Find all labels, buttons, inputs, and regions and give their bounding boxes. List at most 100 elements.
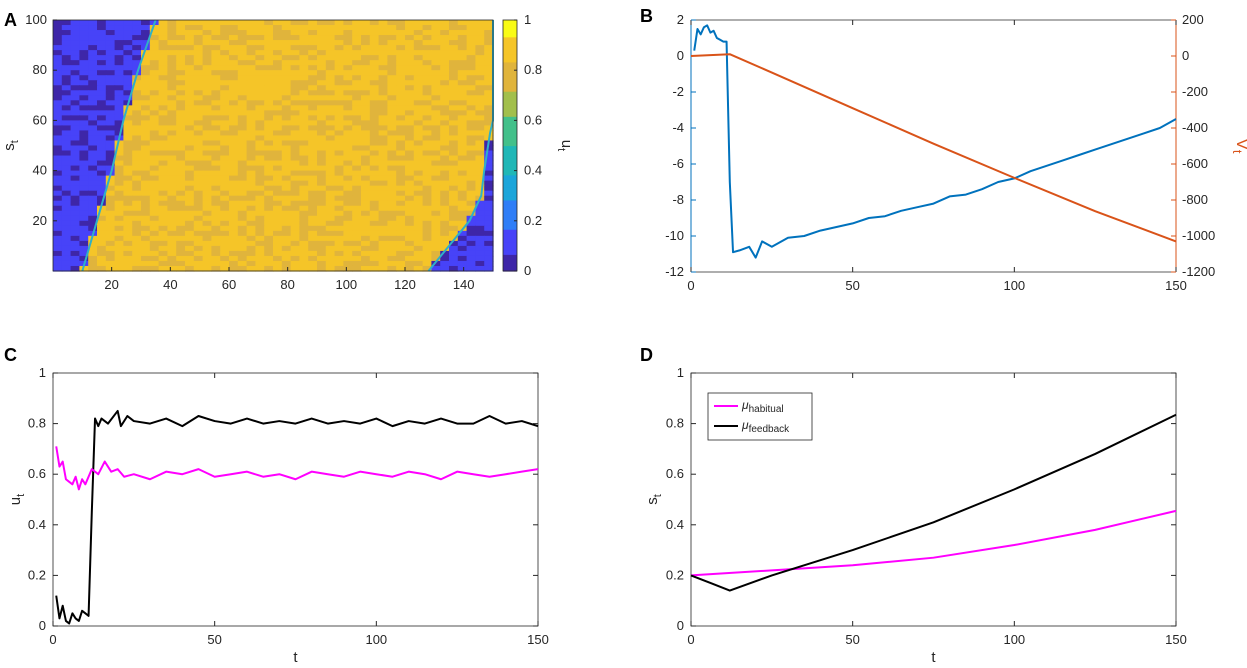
heatmap-cell [167, 80, 177, 86]
heatmap-cell [334, 60, 344, 66]
heatmap-cell [88, 105, 98, 111]
y-tick-label: 100 [25, 12, 47, 27]
heatmap-cell [352, 215, 362, 222]
heatmap-cell [264, 45, 274, 51]
heatmap-cell [405, 70, 415, 76]
heatmap-cell [229, 100, 239, 106]
colorbar-segment [503, 24, 517, 29]
heatmap-cell [149, 180, 160, 187]
heatmap-cell [176, 160, 186, 167]
heatmap-cell [88, 160, 98, 167]
heatmap-cell [220, 40, 230, 46]
heatmap-cell [246, 65, 256, 71]
heatmap-cell [299, 150, 309, 157]
heatmap-cell [457, 260, 468, 267]
heatmap-cell [396, 250, 406, 257]
heatmap-cell [61, 240, 72, 247]
heatmap-cell [325, 130, 336, 137]
heatmap-cell [273, 145, 283, 152]
heatmap-cell [396, 110, 406, 116]
heatmap-cell [457, 175, 468, 182]
heatmap-cell [361, 75, 371, 81]
heatmap-cell [202, 80, 212, 86]
heatmap-cell [255, 150, 265, 157]
heatmap-cell [149, 40, 160, 46]
heatmap-cell [193, 250, 204, 257]
heatmap-cell [440, 185, 450, 192]
heatmap-cell [361, 80, 371, 86]
heatmap-cell [70, 110, 80, 116]
heatmap-cell [158, 55, 168, 61]
heatmap-cell [255, 190, 265, 197]
heatmap-cell [114, 55, 124, 61]
heatmap-cell [176, 105, 186, 111]
heatmap-cell [484, 20, 494, 26]
heatmap-cell [290, 180, 300, 187]
heatmap-cell [246, 105, 256, 111]
heatmap-cell [211, 45, 221, 51]
heatmap-cell [61, 35, 72, 41]
heatmap-cell [308, 205, 318, 212]
heatmap-cell [449, 80, 459, 86]
heatmap-cell [141, 70, 151, 76]
heatmap-cell [475, 100, 485, 106]
heatmap-cell [123, 155, 133, 162]
heatmap-cell [53, 170, 63, 177]
heatmap-cell [281, 35, 292, 41]
heatmap-cell [475, 65, 485, 71]
left-y-tick-label: -6 [672, 156, 684, 171]
heatmap-cell [484, 35, 494, 41]
heatmap-cell [185, 40, 195, 46]
heatmap-cell [255, 100, 265, 106]
heatmap-cell [193, 260, 204, 267]
heatmap-cell [317, 80, 327, 86]
heatmap-cell [369, 175, 380, 182]
heatmap-cell [141, 175, 151, 182]
heatmap-cell [273, 170, 283, 177]
heatmap-cell [299, 220, 309, 227]
heatmap-cell [387, 225, 397, 232]
heatmap-cell [308, 30, 318, 36]
heatmap-cell [361, 65, 371, 71]
colorbar-segment [503, 233, 517, 239]
heatmap-cell [475, 130, 485, 137]
heatmap-cell [255, 160, 265, 167]
heatmap-cell [440, 45, 450, 51]
heatmap-cell [158, 255, 168, 262]
heatmap-cell [484, 220, 494, 227]
heatmap-cell [53, 105, 63, 111]
heatmap-cell [167, 205, 177, 212]
heatmap-cell [475, 145, 485, 152]
heatmap-cell [229, 160, 239, 167]
heatmap-cell [413, 145, 424, 152]
heatmap-cell [211, 20, 221, 26]
heatmap-cell [193, 90, 204, 96]
heatmap-cell [431, 230, 441, 237]
heatmap-cell [466, 105, 476, 111]
heatmap-cell [246, 60, 256, 66]
heatmap-cell [281, 100, 292, 106]
heatmap-cell [281, 115, 292, 121]
heatmap-cell [361, 210, 371, 217]
heatmap-cell [387, 230, 397, 237]
heatmap-cell [299, 80, 309, 86]
heatmap-cell [325, 75, 336, 81]
heatmap-cell [167, 110, 177, 116]
heatmap-cell [61, 155, 72, 162]
heatmap-cell [290, 170, 300, 177]
heatmap-cell [422, 170, 432, 177]
heatmap-cell [422, 150, 432, 157]
heatmap-cell [53, 175, 63, 182]
heatmap-cell [167, 185, 177, 192]
heatmap-cell [132, 230, 142, 237]
heatmap-cell [405, 35, 415, 41]
heatmap-cell [369, 60, 380, 66]
heatmap-cell [88, 20, 98, 26]
heatmap-cell [255, 125, 265, 132]
heatmap-cell [211, 95, 221, 101]
heatmap-cell [255, 70, 265, 76]
heatmap-cell [484, 65, 494, 71]
heatmap-cell [440, 60, 450, 66]
heatmap-cell [317, 240, 327, 247]
heatmap-cell [220, 165, 230, 172]
